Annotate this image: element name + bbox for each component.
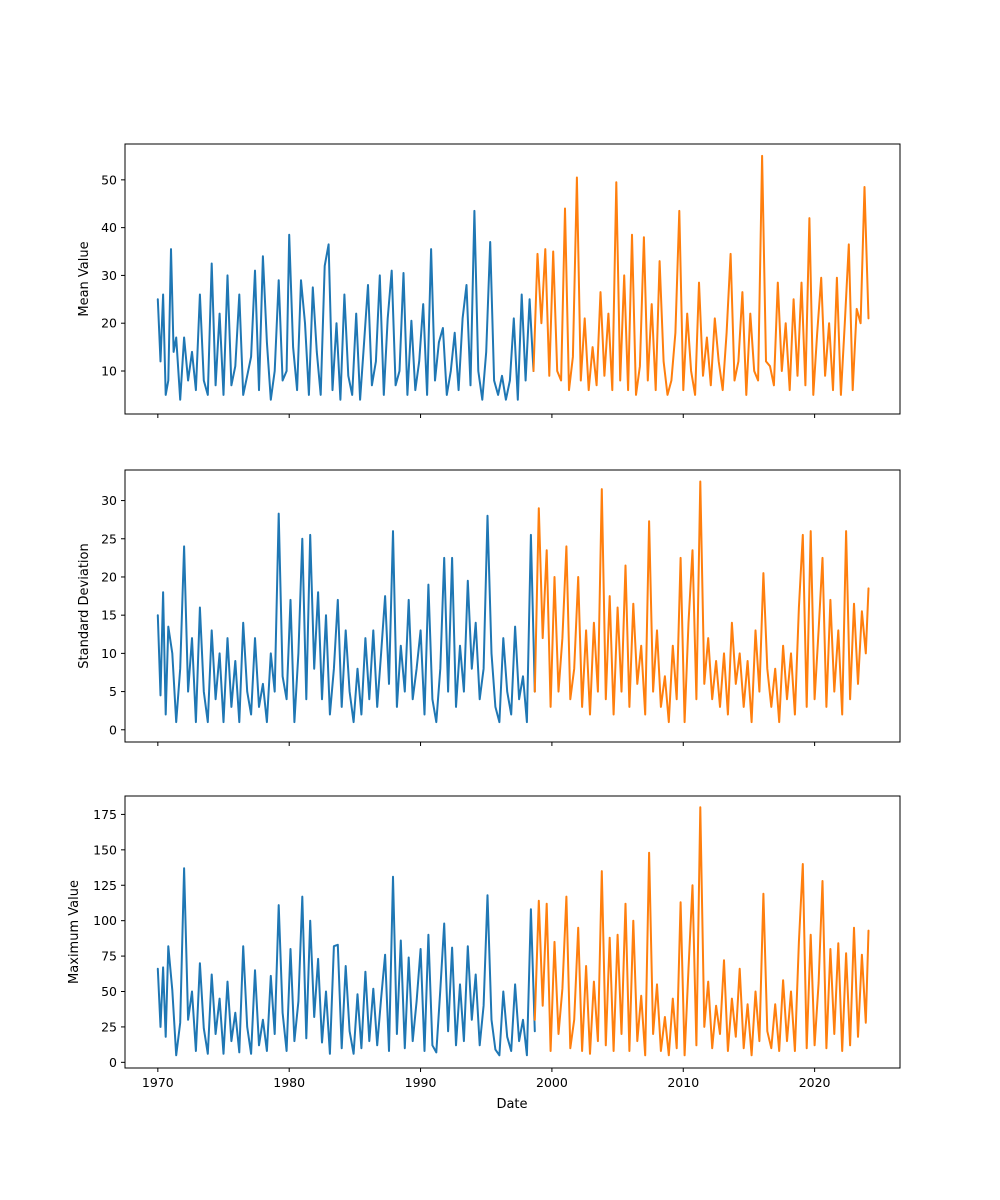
y-tick-label: 175 xyxy=(93,807,117,822)
y-tick-label: 125 xyxy=(93,878,117,893)
x-tick-label: 2010 xyxy=(667,1075,699,1090)
x-axis-label: Date xyxy=(496,1097,527,1112)
y-tick-label: 20 xyxy=(101,569,117,584)
y-tick-label: 25 xyxy=(101,531,117,546)
series-line-1 xyxy=(156,512,536,724)
y-tick-label: 0 xyxy=(109,722,117,737)
plot-layer xyxy=(156,154,870,401)
x-tick-label: 2020 xyxy=(799,1075,831,1090)
plot-frame xyxy=(124,143,901,415)
y-tick-label: 15 xyxy=(101,608,117,623)
y-tick-label: 10 xyxy=(101,646,117,661)
x-tick-label: 1990 xyxy=(405,1075,437,1090)
y-axis-label: Standard Deviation xyxy=(77,543,92,668)
plot-frame xyxy=(124,469,901,743)
x-tick-label: 1980 xyxy=(273,1075,305,1090)
y-tick-label: 20 xyxy=(101,316,117,331)
mean-value-panel: Mean Value 10 20 30 40 50 xyxy=(77,143,901,418)
plot-frame xyxy=(124,795,901,1069)
plot-layer xyxy=(156,480,870,724)
y-tick-label: 50 xyxy=(101,172,117,187)
x-tick-label: 2000 xyxy=(536,1075,568,1090)
plot-layer xyxy=(156,806,870,1057)
y-tick-label: 30 xyxy=(101,493,117,508)
series-line-2 xyxy=(533,480,870,724)
x-tick-label: 1970 xyxy=(142,1075,174,1090)
y-tick-label: 40 xyxy=(101,220,117,235)
y-tick-label: 25 xyxy=(101,1019,117,1034)
standard-deviation-panel: Standard Deviation 0 5 10 15 20 25 30 xyxy=(77,469,901,746)
y-tick-label: 150 xyxy=(93,842,117,857)
y-tick-label: 100 xyxy=(93,913,117,928)
y-tick-label: 10 xyxy=(101,363,117,378)
y-axis-label: Mean Value xyxy=(77,241,92,316)
series-line-1 xyxy=(156,209,535,401)
y-tick-label: 30 xyxy=(101,268,117,283)
y-tick-label: 50 xyxy=(101,984,117,999)
maximum-value-panel: Maximum Value Date 0 25 50 75 100 125 150 175 19… xyxy=(67,795,901,1112)
y-axis-label: Maximum Value xyxy=(67,880,82,984)
series-line-1 xyxy=(156,867,536,1057)
y-tick-label: 75 xyxy=(101,949,117,964)
series-line-2 xyxy=(532,154,870,396)
y-tick-label: 5 xyxy=(109,684,117,699)
y-tick-label: 0 xyxy=(109,1055,117,1070)
series-line-2 xyxy=(533,806,870,1057)
